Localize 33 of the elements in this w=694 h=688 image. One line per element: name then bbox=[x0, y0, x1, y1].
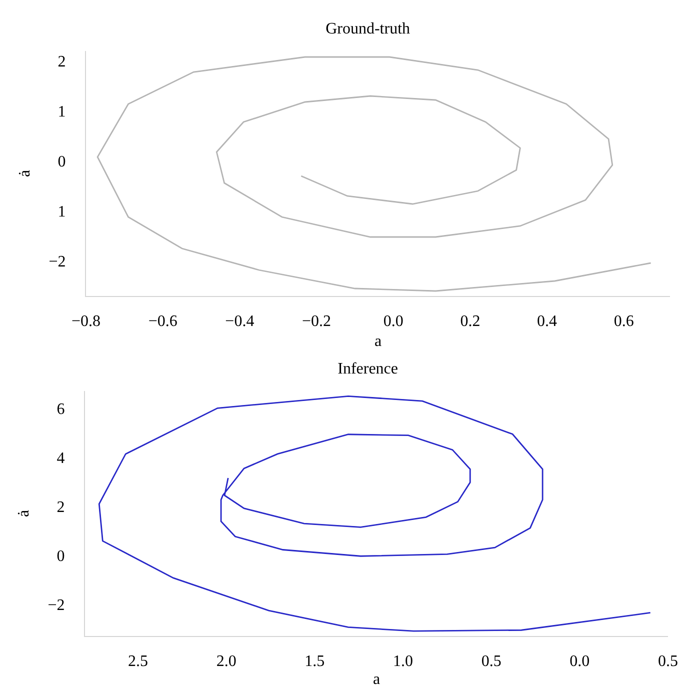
y-tick-label: 2 bbox=[58, 54, 66, 71]
y-tick-label: −2 bbox=[48, 596, 65, 614]
chart-title: Ground-truth bbox=[326, 20, 410, 38]
x-tick-label: −0.8 bbox=[71, 313, 101, 330]
y-tick-label: 2 bbox=[56, 498, 65, 516]
x-tick-label: 0.2 bbox=[460, 313, 480, 330]
y-tick-label: −2 bbox=[48, 254, 66, 271]
x-tick-label: 0.5 bbox=[658, 653, 678, 670]
x-tick-label: 2.0 bbox=[216, 653, 236, 670]
y-tick-label: 6 bbox=[56, 400, 65, 418]
y-axis-title: ȧ bbox=[16, 510, 33, 518]
x-tick-label: 0.5 bbox=[481, 653, 502, 670]
x-tick-label: 1.0 bbox=[393, 653, 413, 670]
x-tick-label: −0.2 bbox=[302, 313, 332, 330]
y-tick-label: 0 bbox=[58, 154, 66, 171]
y-tick-label: 4 bbox=[56, 450, 65, 467]
x-axis-title: a bbox=[372, 671, 380, 688]
x-tick-label: −0.4 bbox=[225, 313, 254, 330]
y-axis-title: ȧ bbox=[16, 170, 34, 178]
x-axis-title: a bbox=[374, 333, 382, 350]
x-tick-label: 1.5 bbox=[304, 653, 325, 670]
x-tick-label: 0.0 bbox=[570, 653, 590, 670]
x-tick-label: 0.0 bbox=[383, 313, 404, 330]
x-tick-label: −0.6 bbox=[148, 313, 178, 330]
line-series bbox=[98, 395, 652, 632]
x-tick-label: 0.4 bbox=[537, 313, 558, 330]
y-tick-label: 1 bbox=[58, 104, 66, 121]
chart-title: Inference bbox=[338, 360, 398, 378]
y-tick-label: 0 bbox=[56, 548, 65, 565]
x-tick-label: 2.5 bbox=[128, 653, 148, 670]
line-series bbox=[96, 56, 652, 292]
y-tick-label: 1 bbox=[58, 204, 66, 221]
x-tick-label: 0.6 bbox=[614, 313, 634, 330]
